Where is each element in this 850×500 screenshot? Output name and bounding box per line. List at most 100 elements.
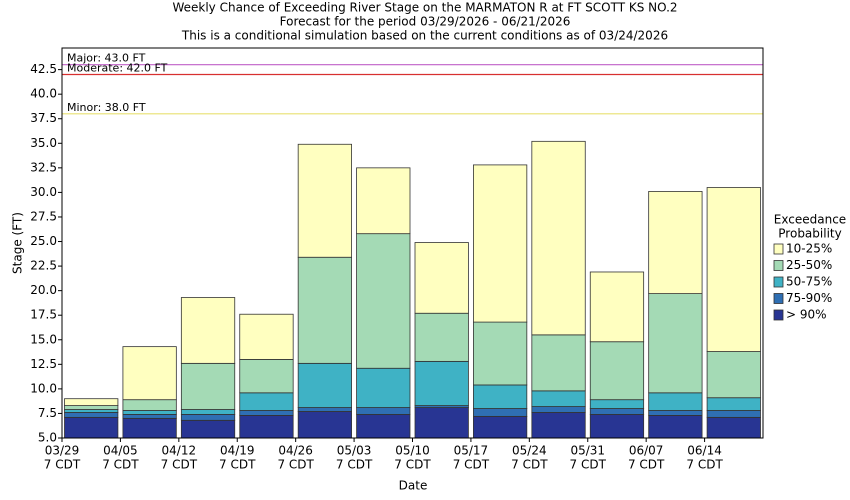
bar-segment	[414, 360, 469, 406]
bar-segment	[531, 334, 586, 392]
bar-segment	[180, 414, 236, 421]
x-tick-label: 05/10	[395, 444, 430, 458]
bar-segment	[297, 407, 352, 412]
y-tick-label: 17.5	[30, 308, 57, 322]
bar-segment	[356, 407, 411, 415]
bar-segment	[122, 346, 177, 401]
bar-segment	[648, 293, 703, 394]
x-tick-sublabel: 7 CDT	[686, 458, 723, 472]
x-tick-sublabel: 7 CDT	[277, 458, 314, 472]
x-tick-label: 04/12	[162, 444, 197, 458]
x-tick-sublabel: 7 CDT	[161, 458, 198, 472]
bar-segment	[239, 415, 294, 439]
legend-swatch	[773, 260, 784, 271]
y-tick-label: 27.5	[30, 209, 57, 223]
bar-segment	[239, 359, 294, 394]
y-tick-label: 12.5	[30, 357, 57, 371]
y-tick-label: 20.0	[30, 283, 57, 297]
legend-label: 10-25%	[786, 242, 832, 256]
bar-segment	[473, 164, 528, 323]
bar-segment	[180, 409, 236, 415]
threshold-label: Major: 43.0 FT	[67, 52, 146, 65]
bar-segment	[531, 412, 586, 439]
bar-segment	[473, 321, 528, 386]
bar-segment	[356, 414, 411, 439]
x-tick-sublabel: 7 CDT	[336, 458, 373, 472]
legend-title: Exceedance	[774, 213, 846, 227]
x-tick-sublabel: 7 CDT	[511, 458, 548, 472]
plot-border	[61, 47, 764, 439]
x-tick-sublabel: 7 CDT	[628, 458, 665, 472]
x-tick-label: 04/05	[103, 444, 138, 458]
bar-segment	[180, 362, 236, 410]
y-tick-label: 7.5	[38, 406, 57, 420]
x-axis-label: Date	[399, 479, 428, 493]
bar-segment	[414, 242, 469, 314]
x-tick-sublabel: 7 CDT	[394, 458, 431, 472]
bar-segment	[473, 384, 528, 409]
legend-label: 75-90%	[786, 291, 832, 305]
bar-segment	[589, 341, 645, 401]
chart-title: Weekly Chance of Exceeding River Stage o…	[172, 1, 677, 15]
x-tick-sublabel: 7 CDT	[453, 458, 490, 472]
bar-segment	[64, 409, 119, 413]
x-tick-label: 06/14	[687, 444, 722, 458]
bar-segment	[589, 414, 645, 439]
threshold-label: Minor: 38.0 FT	[67, 101, 146, 114]
y-tick-label: 35.0	[30, 136, 57, 150]
bar-segment	[297, 362, 352, 408]
bar-segment	[531, 406, 586, 413]
bar-segment	[297, 143, 352, 258]
chart-subtitle: Forecast for the period 03/29/2026 - 06/…	[280, 15, 571, 29]
bar-segment	[473, 415, 528, 439]
threshold-label: Moderate: 42.0 FT	[67, 62, 168, 75]
bar-segment	[414, 407, 469, 439]
bar-segment	[239, 392, 294, 411]
bar-segment	[180, 419, 236, 439]
y-tick-label: 22.5	[30, 259, 57, 273]
x-tick-sublabel: 7 CDT	[44, 458, 81, 472]
y-tick-label: 15.0	[30, 332, 57, 346]
legend-label: 50-75%	[786, 275, 832, 289]
bar-segment	[589, 399, 645, 409]
bar-segment	[414, 312, 469, 362]
bar-segment	[122, 410, 177, 415]
x-tick-sublabel: 7 CDT	[219, 458, 256, 472]
bar-segment	[589, 408, 645, 415]
bar-segment	[648, 415, 703, 439]
y-axis-label: Stage (FT)	[11, 212, 25, 274]
chart-subtitle: This is a conditional simulation based o…	[181, 29, 668, 43]
y-tick-label: 25.0	[30, 234, 57, 248]
legend-title: Probability	[778, 227, 841, 241]
bar-segment	[706, 410, 761, 418]
x-tick-label: 05/31	[570, 444, 605, 458]
bar-segment	[239, 410, 294, 416]
bar-segment	[64, 405, 119, 410]
bar-segment	[706, 351, 761, 399]
bar-segment	[356, 367, 411, 408]
legend-swatch	[773, 309, 784, 321]
y-tick-label: 5.0	[38, 431, 57, 445]
bar-segment	[297, 411, 352, 439]
legend-label: > 90%	[786, 308, 827, 322]
legend-swatch	[773, 293, 784, 304]
bar-segment	[122, 414, 177, 419]
bar-segment	[297, 256, 352, 364]
x-tick-sublabel: 7 CDT	[570, 458, 607, 472]
x-tick-label: 04/19	[220, 444, 255, 458]
bar-segment	[531, 140, 586, 336]
x-tick-label: 06/07	[629, 444, 664, 458]
bar-segment	[356, 167, 411, 235]
y-tick-label: 32.5	[30, 160, 57, 174]
y-tick-label: 40.0	[30, 87, 57, 101]
bar-segment	[64, 398, 119, 406]
x-tick-label: 05/17	[454, 444, 489, 458]
bar-segment	[648, 191, 703, 294]
bar-segment	[706, 397, 761, 411]
bar-segment	[706, 187, 761, 352]
legend-swatch	[773, 243, 784, 255]
x-tick-label: 04/26	[278, 444, 313, 458]
y-tick-label: 42.5	[30, 62, 57, 76]
x-tick-label: 05/03	[337, 444, 372, 458]
